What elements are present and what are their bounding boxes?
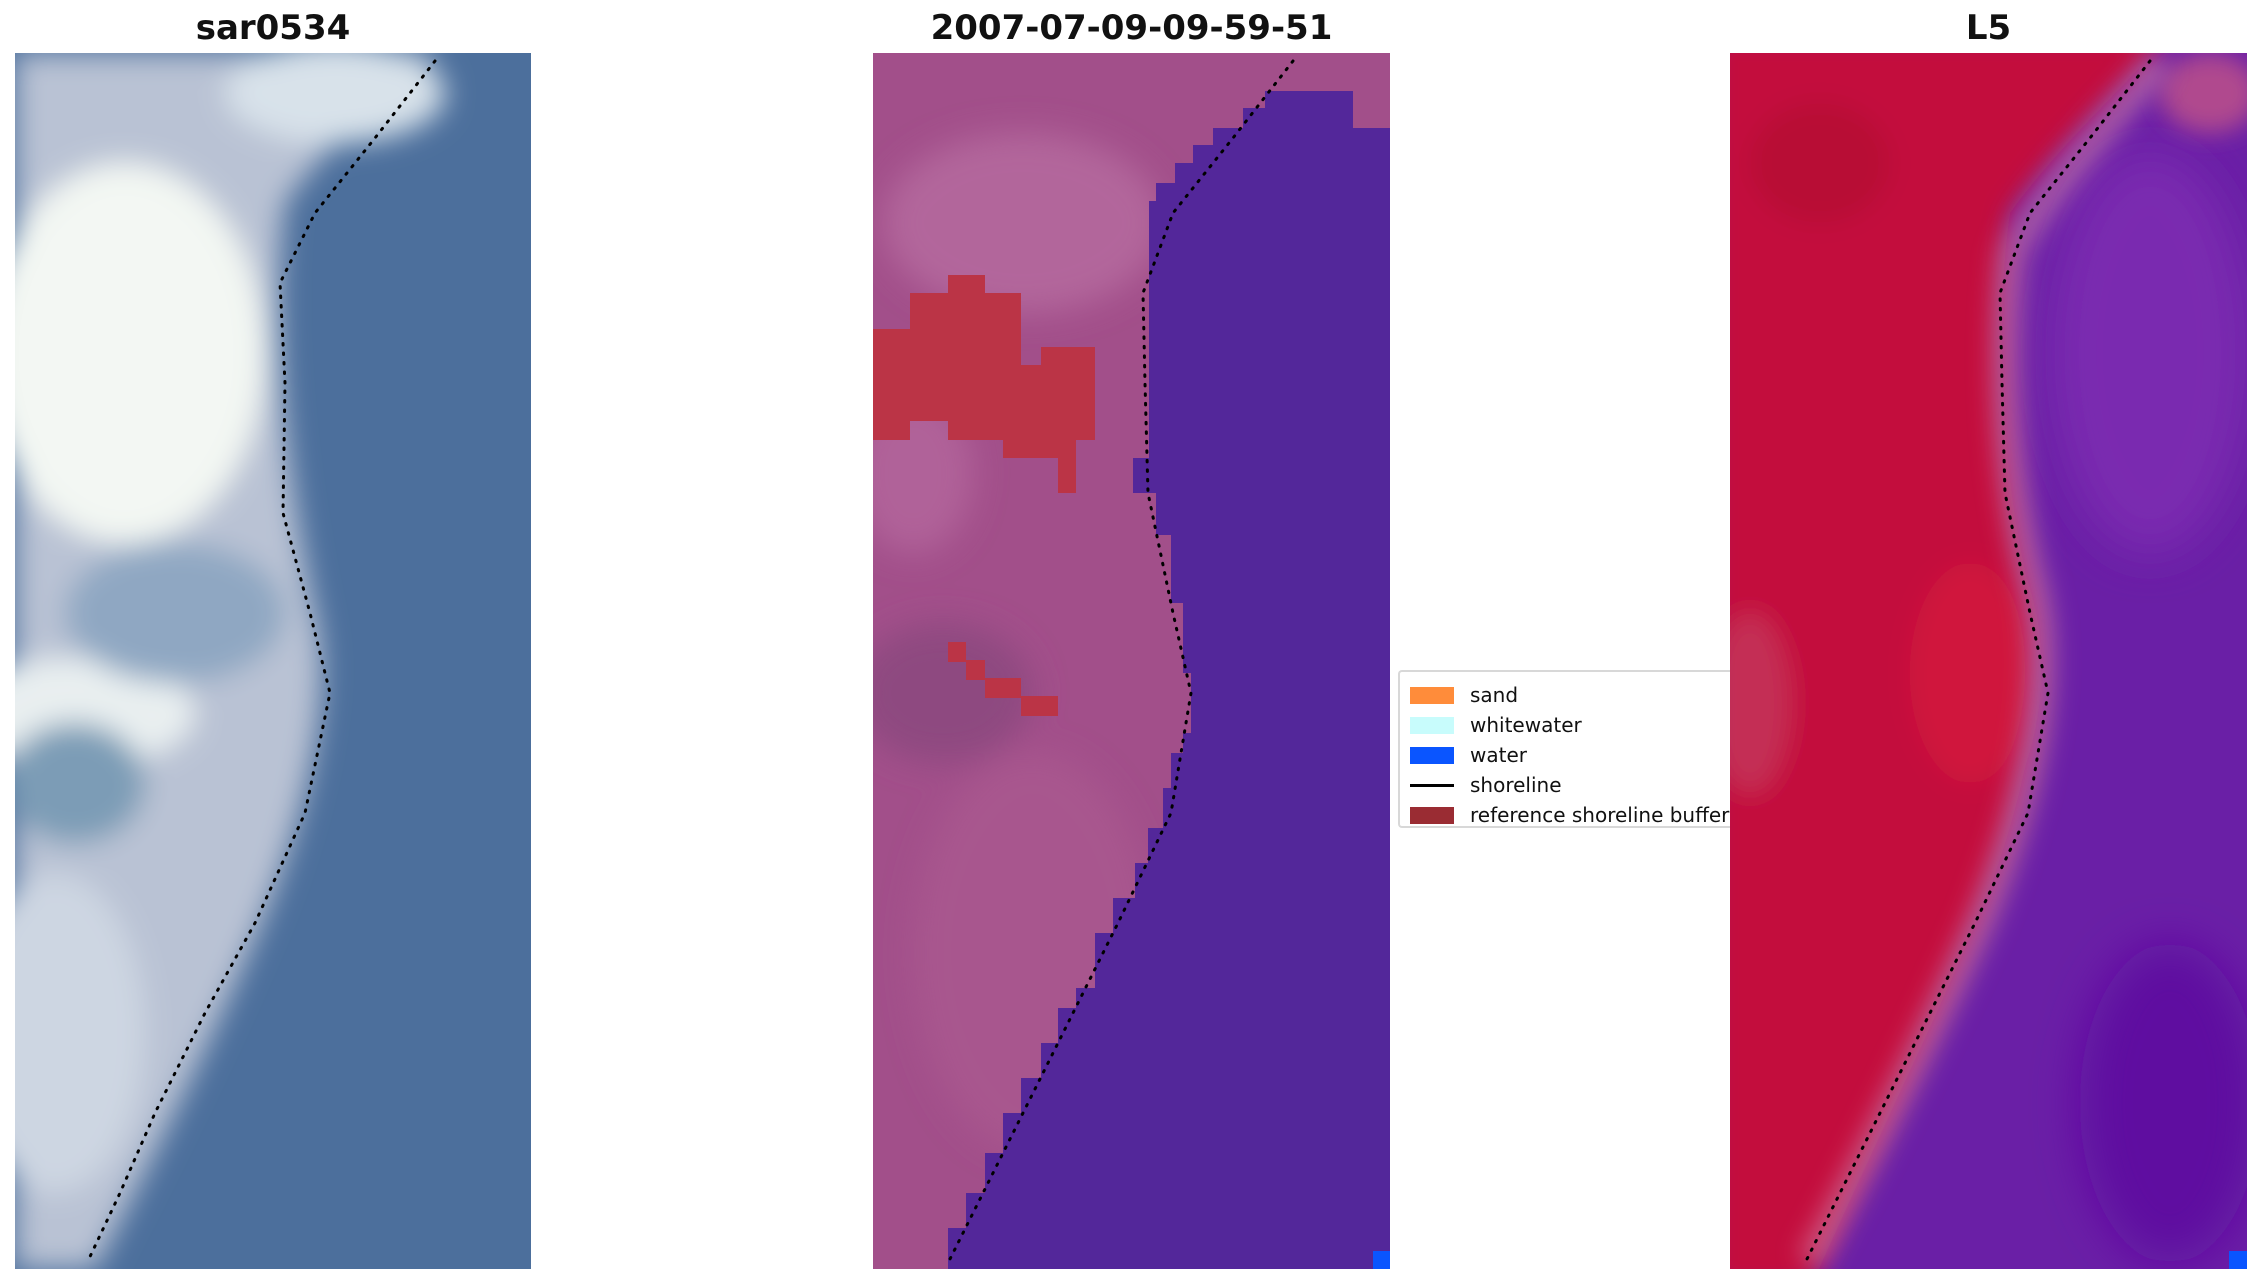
legend-label: water	[1470, 743, 1527, 767]
legend-label: whitewater	[1470, 713, 1582, 737]
panel-title-index: L5	[1965, 8, 2012, 48]
panel-title-rgb: sar0534	[195, 8, 351, 48]
rgb-image	[15, 53, 531, 1269]
legend-item: sand	[1410, 680, 1518, 710]
classified-image	[873, 53, 1390, 1269]
buffer-region-lower	[948, 642, 1058, 716]
shoreline-dots	[85, 59, 437, 1265]
legend-label: sand	[1470, 683, 1519, 707]
legend-item: shoreline	[1410, 770, 1562, 800]
water-pixel	[2229, 1251, 2247, 1269]
legend-color-swatch	[1410, 806, 1454, 824]
index-image-panel	[1730, 53, 2247, 1269]
buffer-region-upper	[873, 275, 1095, 493]
classified-image-panel	[873, 53, 1390, 1269]
shoreline-dots	[946, 59, 1295, 1265]
rgb-image-panel	[15, 53, 531, 1269]
shoreline-glow	[1797, 53, 2171, 1269]
shoreline-dots	[1803, 59, 2152, 1265]
legend-item: reference shoreline buffer	[1410, 800, 1730, 827]
legend-color-swatch	[1410, 686, 1454, 704]
legend: sand whitewater water shoreline reference sh…	[1398, 670, 1730, 828]
legend-item: whitewater	[1410, 710, 1582, 740]
legend-label: shoreline	[1470, 773, 1562, 797]
index-image	[1730, 53, 2247, 1269]
legend-item: water	[1410, 740, 1527, 770]
water-region	[948, 91, 1390, 1269]
panel-title-classified: 2007-07-09-09-59-51	[930, 8, 1333, 48]
legend-line-swatch	[1410, 783, 1454, 787]
legend-color-swatch	[1410, 716, 1454, 734]
legend-color-swatch	[1410, 746, 1454, 764]
legend-label: reference shoreline buffer	[1470, 803, 1730, 827]
water-pixel	[1373, 1251, 1390, 1269]
